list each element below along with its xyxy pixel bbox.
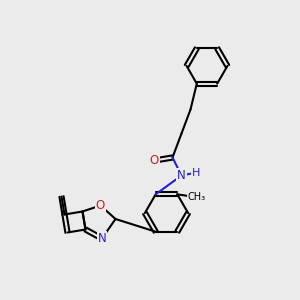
Text: CH₃: CH₃ — [188, 192, 206, 202]
Text: O: O — [96, 199, 105, 212]
Text: H: H — [192, 167, 201, 178]
Text: O: O — [150, 154, 159, 167]
Text: N: N — [177, 169, 186, 182]
Text: N: N — [98, 232, 106, 245]
